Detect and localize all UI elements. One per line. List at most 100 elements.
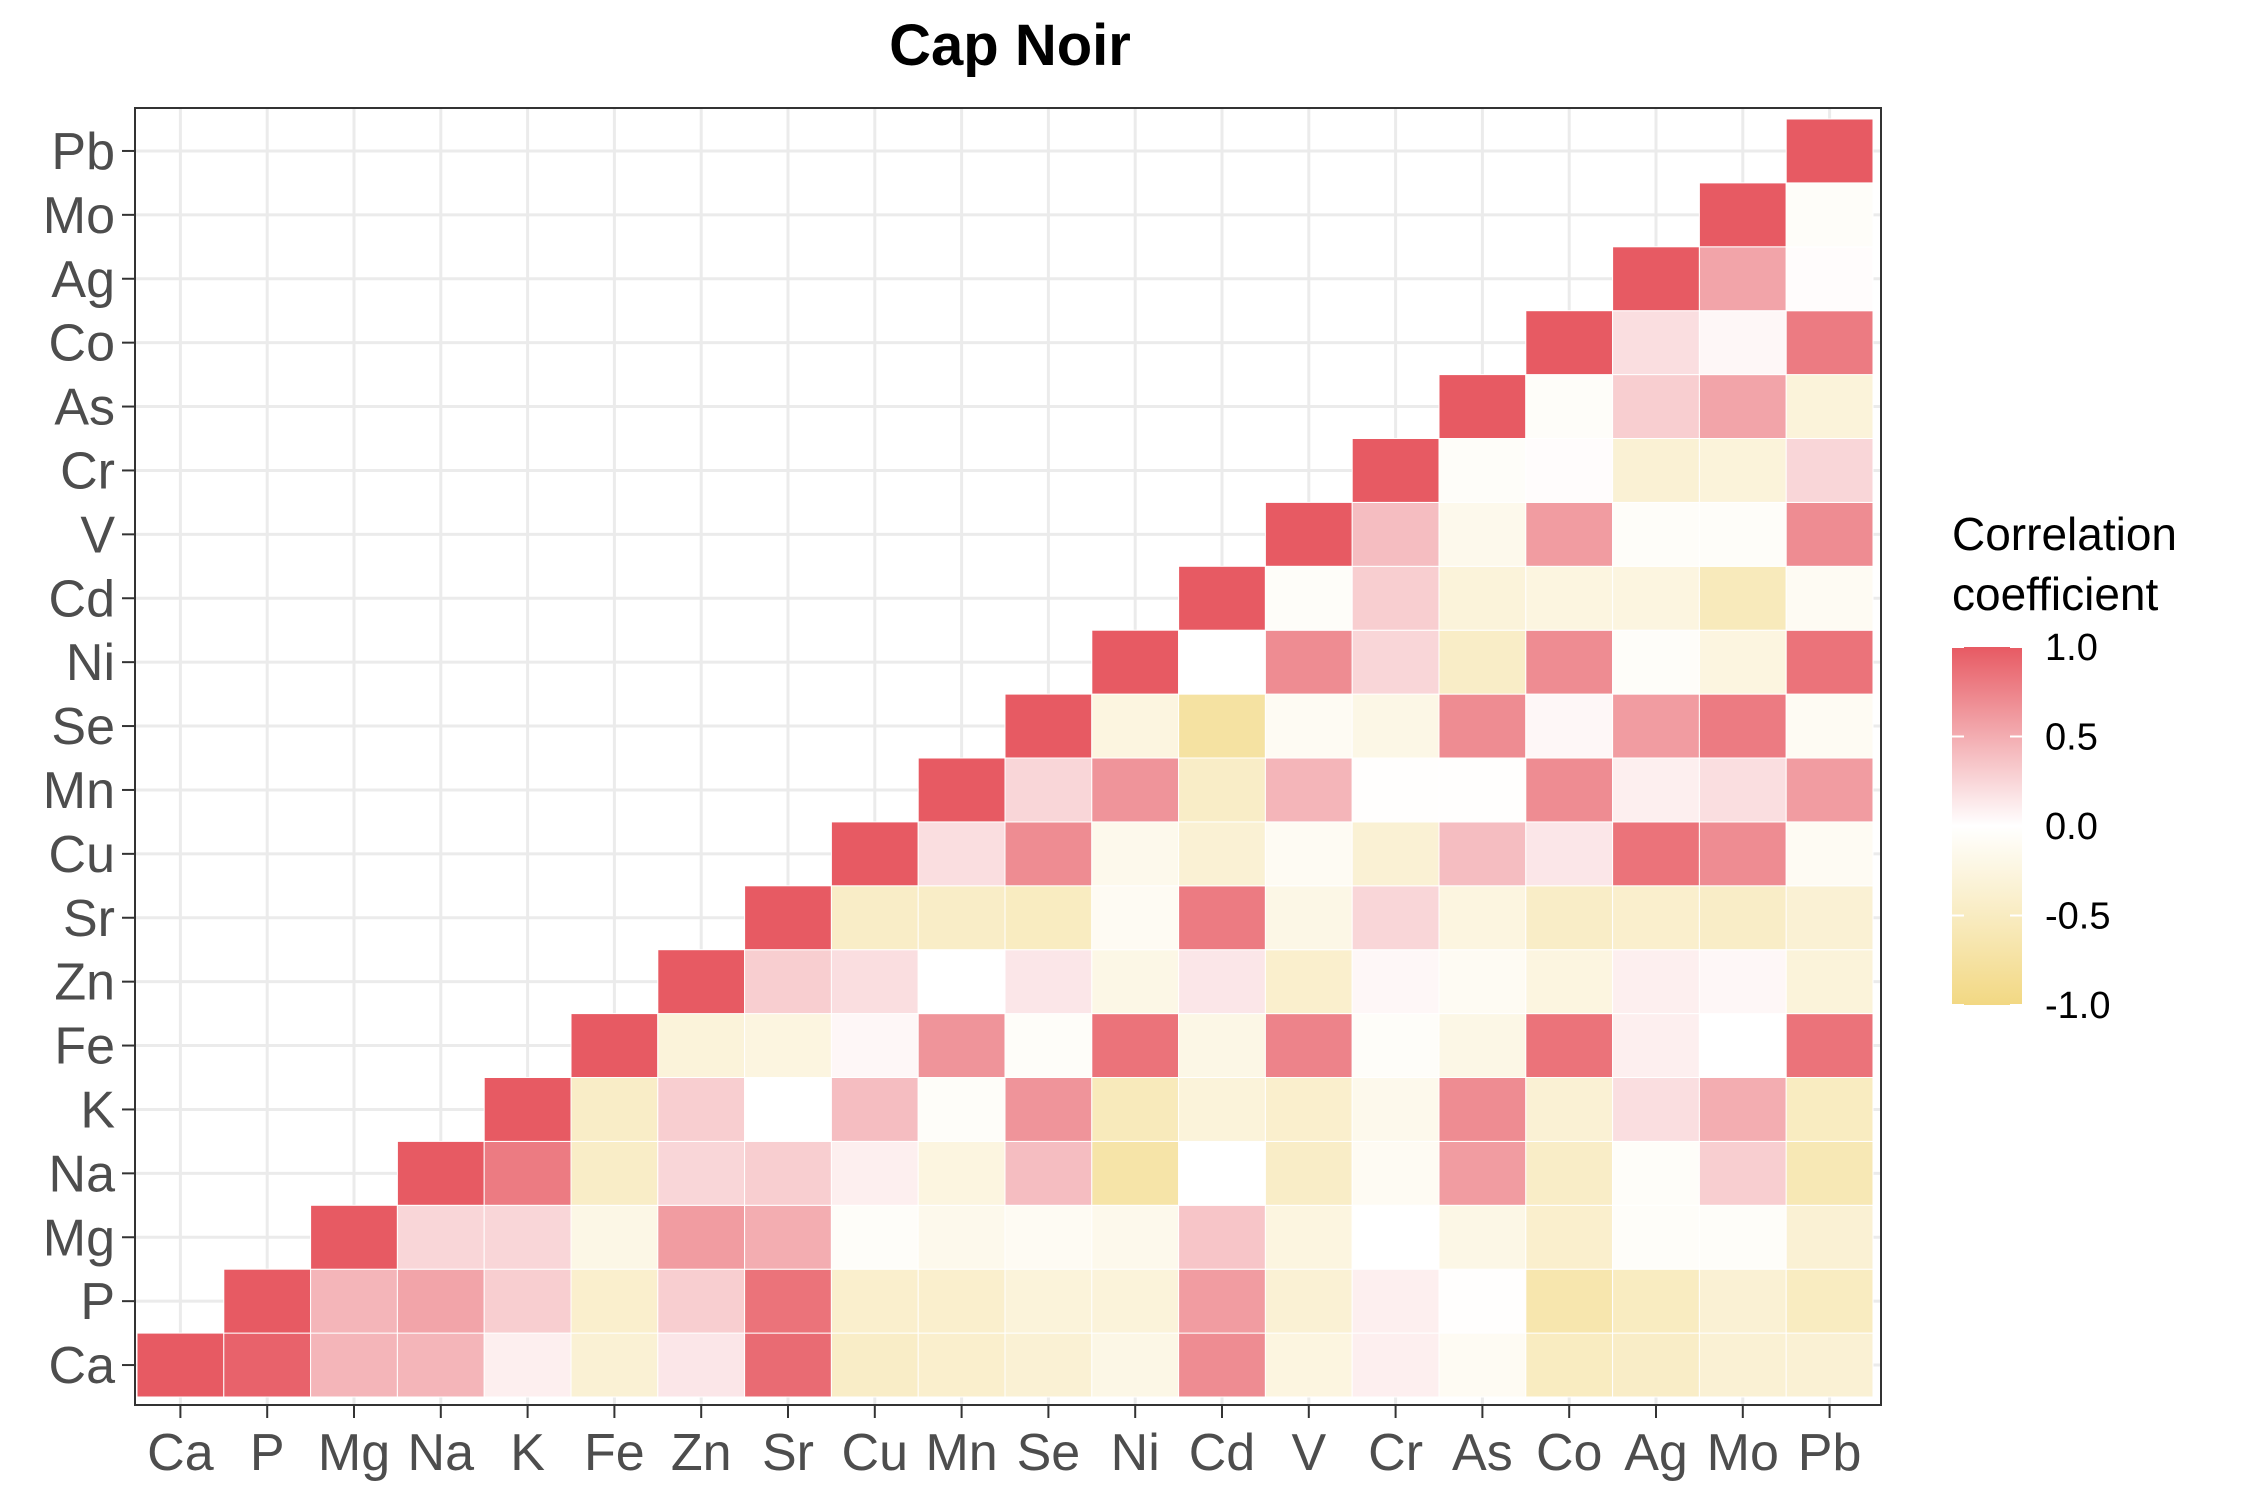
heatmap-tile-Ni-K	[1091, 1077, 1180, 1142]
heatmap-tile-Mn-K	[917, 1077, 1006, 1142]
heatmap-tile-Cd-Fe	[1178, 1013, 1266, 1078]
y-tick-label: Zn	[54, 954, 115, 1012]
heatmap-tile-Ni-Zn	[1091, 949, 1180, 1015]
y-tick-label: As	[54, 379, 115, 437]
heatmap-tile-Cu-Fe	[830, 1013, 919, 1078]
heatmap-tile-Se-P	[1004, 1268, 1093, 1334]
heatmap-tile-Cr-Sr	[1351, 885, 1440, 951]
heatmap-tile-Mo-Co	[1698, 310, 1787, 376]
y-tick-label: Mn	[43, 762, 115, 820]
heatmap-tile-Ni-Cu	[1091, 821, 1180, 887]
heatmap-tile-Mo-Cr	[1698, 438, 1787, 503]
heatmap-tile-Cu-Zn	[830, 949, 919, 1015]
heatmap-tile-Ag-Cr	[1612, 438, 1700, 503]
heatmap-tile-Zn-Na	[657, 1140, 746, 1206]
heatmap-tile-Co-P	[1525, 1268, 1614, 1334]
y-tick-label: Se	[51, 698, 115, 756]
x-tick-label: Ca	[147, 1424, 214, 1482]
legend-tick-label: -0.5	[2045, 896, 2110, 938]
legend-title-line-1: Correlation	[1952, 508, 2177, 560]
heatmap-tile-Cu-Sr	[830, 885, 919, 951]
heatmap-tile-Ag-As	[1612, 374, 1700, 440]
x-tick-label: K	[510, 1424, 545, 1482]
heatmap-tile-Se-Sr	[1004, 885, 1093, 951]
heatmap-tile-Mo-Zn	[1698, 949, 1787, 1015]
heatmap-tile-P-Ca	[223, 1332, 312, 1398]
heatmap-tile-Se-Ca	[1004, 1332, 1093, 1398]
y-tick-label: Cu	[49, 826, 115, 884]
heatmap-tile-Cd-Mg	[1178, 1204, 1266, 1270]
heatmap-tile-Pb-Ag	[1785, 246, 1874, 312]
heatmap-tile-Mn-Cu	[917, 821, 1006, 887]
heatmap-tile-Pb-Mn	[1785, 757, 1874, 823]
heatmap-tile-K-K	[483, 1077, 572, 1142]
heatmap-tile-Mn-P	[917, 1268, 1006, 1334]
heatmap-tile-Pb-Cr	[1785, 438, 1874, 503]
heatmap-tile-Ni-Mn	[1091, 757, 1180, 823]
heatmap-tile-Mo-Sr	[1698, 885, 1787, 951]
heatmap-tile-Cr-P	[1351, 1268, 1440, 1334]
heatmap-tile-Ag-Na	[1612, 1140, 1700, 1206]
heatmap-tile-Ag-Zn	[1612, 949, 1700, 1015]
heatmap-tile-As-Cd	[1438, 565, 1527, 631]
x-tick-label: Ag	[1624, 1424, 1688, 1482]
y-tick-label: Na	[49, 1145, 116, 1203]
heatmap-tile-Na-Mg	[396, 1204, 485, 1270]
heatmap-tile-V-Ca	[1264, 1332, 1353, 1398]
heatmap-tile-V-Cd	[1264, 565, 1353, 631]
y-tick-label: Pb	[51, 123, 115, 181]
x-tick-label: Mo	[1707, 1424, 1779, 1482]
heatmap-tile-Cd-Zn	[1178, 949, 1266, 1015]
heatmap-tile-Cd-Ca	[1178, 1332, 1266, 1398]
heatmap-tile-Se-Na	[1004, 1140, 1093, 1206]
heatmap-tile-Pb-Ca	[1785, 1332, 1874, 1398]
heatmap-tile-Mo-Ni	[1698, 629, 1787, 695]
x-tick-label: Cr	[1368, 1424, 1423, 1482]
y-tick-label: Mo	[43, 187, 115, 245]
heatmap-tile-Mn-Zn	[917, 949, 1006, 1015]
y-tick-label: Cr	[60, 442, 115, 500]
heatmap-tile-Pb-Mg	[1785, 1204, 1874, 1270]
x-tick-label: V	[1291, 1424, 1326, 1482]
heatmap-tile-Se-Se	[1004, 693, 1093, 759]
heatmap-tile-As-Se	[1438, 693, 1527, 759]
heatmap-tile-As-Ni	[1438, 629, 1527, 695]
heatmap-tile-Mo-V	[1698, 501, 1787, 567]
heatmap-tile-Co-Cr	[1525, 438, 1614, 503]
heatmap-tile-Zn-K	[657, 1077, 746, 1142]
y-tick-label: Ca	[49, 1337, 116, 1395]
y-tick-label: Mg	[43, 1209, 115, 1267]
heatmap-tile-Mo-Na	[1698, 1140, 1787, 1206]
y-tick-label: V	[80, 506, 115, 564]
heatmap-tile-Co-Ca	[1525, 1332, 1614, 1398]
heatmap-tile-Fe-Fe	[570, 1013, 659, 1078]
heatmap-tile-Cr-Mg	[1351, 1204, 1440, 1270]
heatmap-tile-Mo-Ag	[1698, 246, 1787, 312]
heatmap-tile-Cu-Ca	[830, 1332, 919, 1398]
heatmap-tile-Zn-P	[657, 1268, 746, 1334]
heatmap-tile-Zn-Mg	[657, 1204, 746, 1270]
heatmap-tile-Sr-Na	[744, 1140, 832, 1206]
heatmap-tile-Fe-Mg	[570, 1204, 659, 1270]
heatmap-tile-Cd-Cd	[1178, 565, 1266, 631]
y-tick-label: K	[80, 1081, 115, 1139]
heatmap-tile-Pb-Co	[1785, 310, 1874, 376]
heatmap-tile-As-K	[1438, 1077, 1527, 1142]
heatmap-tile-Mo-Mo	[1698, 182, 1787, 248]
heatmap-tile-Fe-Ca	[570, 1332, 659, 1398]
heatmap-tile-Ca-Ca	[136, 1332, 225, 1398]
x-tick-label: Na	[408, 1424, 475, 1482]
heatmap-tile-Pb-As	[1785, 374, 1874, 440]
heatmap-tile-Pb-Se	[1785, 693, 1874, 759]
heatmap-tile-Pb-K	[1785, 1077, 1874, 1142]
heatmap-tile-Cr-Cu	[1351, 821, 1440, 887]
heatmap-tile-As-Ca	[1438, 1332, 1527, 1398]
heatmap-tile-Se-Fe	[1004, 1013, 1093, 1078]
x-tick-label: As	[1452, 1424, 1513, 1482]
heatmap-tile-Se-Zn	[1004, 949, 1093, 1015]
heatmap-tile-Ag-V	[1612, 501, 1700, 567]
heatmap-tile-Mo-Mn	[1698, 757, 1787, 823]
heatmap-tile-Mg-Mg	[310, 1204, 398, 1270]
legend-tick-label: 1.0	[2045, 627, 2098, 669]
